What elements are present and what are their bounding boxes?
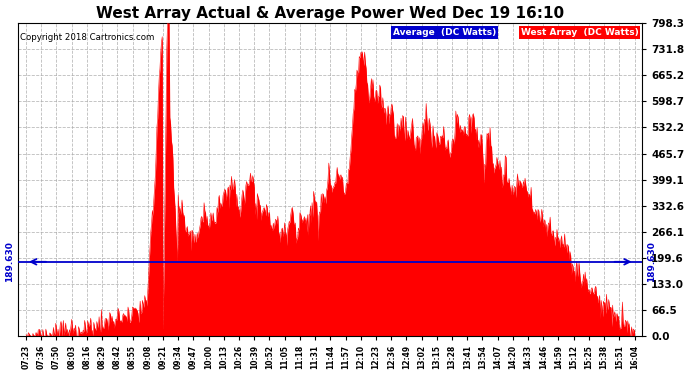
Text: Average  (DC Watts): Average (DC Watts) (393, 28, 496, 37)
Text: 189.630: 189.630 (5, 242, 14, 282)
Title: West Array Actual & Average Power Wed Dec 19 16:10: West Array Actual & Average Power Wed De… (97, 6, 564, 21)
Text: Copyright 2018 Cartronics.com: Copyright 2018 Cartronics.com (20, 33, 154, 42)
Text: West Array  (DC Watts): West Array (DC Watts) (520, 28, 638, 37)
Text: 189.630: 189.630 (647, 242, 656, 282)
